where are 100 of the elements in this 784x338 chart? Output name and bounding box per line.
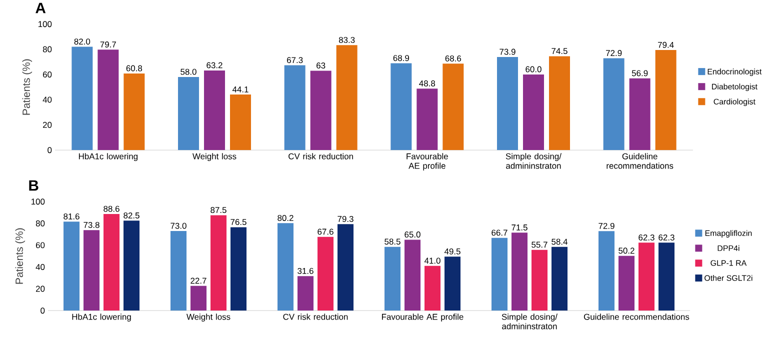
bar — [603, 58, 624, 150]
data-label: 83.3 — [338, 36, 355, 43]
y-tick-label: 60 — [36, 242, 45, 248]
data-label: 79.7 — [100, 41, 116, 48]
data-label: 67.6 — [318, 228, 334, 235]
bar — [318, 236, 334, 311]
bar — [72, 46, 93, 150]
bar — [618, 256, 635, 311]
y-axis-title: Patients (%) — [15, 228, 26, 284]
bar — [124, 220, 140, 311]
data-label: 60.8 — [126, 65, 142, 72]
data-label: 62.3 — [638, 234, 654, 240]
data-label: 88.6 — [104, 206, 120, 212]
chart-title: A — [36, 2, 46, 14]
bar — [424, 266, 441, 311]
y-tick-label: 40 — [36, 264, 45, 270]
bar — [204, 70, 226, 150]
bar — [310, 70, 332, 150]
data-label: 73.0 — [170, 222, 186, 229]
y-tick-label: 0 — [48, 147, 52, 154]
bar — [416, 88, 438, 150]
bar — [230, 227, 247, 311]
data-label: 49.5 — [444, 248, 460, 254]
bar — [497, 56, 518, 150]
bar — [390, 63, 412, 150]
data-label: 72.9 — [598, 222, 614, 229]
bar — [552, 246, 568, 311]
bar — [64, 222, 80, 311]
y-tick-label: 80 — [36, 220, 45, 226]
data-label: 63 — [316, 62, 326, 68]
data-label: 72.9 — [606, 50, 622, 56]
data-label: 79.3 — [338, 216, 354, 222]
bar — [178, 76, 200, 150]
x-tick-label: Guideline recommendations — [584, 314, 690, 320]
data-label: 55.7 — [532, 242, 548, 248]
bar — [210, 215, 227, 311]
x-tick-label: HbA1c lowering — [78, 153, 138, 161]
y-tick-label: 100 — [38, 21, 52, 28]
data-label: 44.1 — [232, 86, 248, 92]
data-label: 60.0 — [526, 66, 542, 72]
data-label: 80.2 — [278, 214, 294, 221]
bar — [230, 94, 252, 150]
data-label: 87.5 — [210, 206, 226, 213]
bar — [84, 230, 100, 311]
x-tick-label: Favourable AE profile — [382, 314, 464, 322]
bar — [170, 230, 187, 311]
data-label: 63.2 — [206, 62, 222, 68]
data-label: 73.9 — [500, 48, 516, 55]
chart-title: B — [29, 180, 38, 191]
x-tick-label: Weight loss — [186, 314, 230, 322]
data-label: 67.3 — [287, 57, 303, 64]
data-label: 62.3 — [658, 234, 674, 240]
data-label: 68.9 — [393, 55, 410, 62]
data-label: 66.7 — [492, 230, 508, 236]
data-label: 58.4 — [552, 238, 568, 245]
y-tick-label: 20 — [36, 286, 45, 292]
bar — [523, 74, 544, 150]
data-label: 79.4 — [658, 42, 674, 48]
y-tick-label: 80 — [42, 46, 52, 52]
x-tick-label: Guideline recommendations — [606, 153, 674, 169]
bar — [98, 50, 119, 150]
x-tick-label: Simple dosing/ admininstraton — [502, 314, 558, 330]
data-label: 73.8 — [84, 222, 100, 228]
data-label: 31.6 — [298, 268, 314, 274]
data-label: 82.0 — [74, 38, 90, 45]
bar — [104, 214, 120, 311]
bar — [384, 246, 401, 311]
bar — [298, 276, 314, 311]
x-tick-label: Favourable AE profile — [406, 153, 448, 170]
bar — [338, 224, 354, 311]
x-tick-label: Weight loss — [192, 153, 236, 161]
x-tick-label: CV risk reduction — [283, 314, 348, 320]
y-tick-label: 20 — [42, 122, 52, 128]
bar — [190, 286, 207, 311]
bar — [532, 250, 548, 311]
data-label: 68.6 — [445, 55, 462, 62]
y-axis-title: Patients (%) — [22, 59, 32, 115]
bar — [512, 232, 528, 311]
data-label: 76.5 — [230, 218, 246, 225]
data-label: 81.6 — [64, 213, 80, 220]
bar — [336, 45, 358, 150]
bar — [278, 223, 294, 311]
data-label: 58.0 — [180, 68, 196, 75]
bar — [549, 56, 570, 150]
data-label: 65.0 — [404, 232, 420, 238]
x-tick-label: HbA1c lowering — [72, 314, 131, 322]
data-label: 82.5 — [124, 212, 140, 218]
data-label: 56.9 — [632, 70, 648, 76]
bar — [658, 242, 675, 311]
bar — [284, 65, 306, 150]
bar — [598, 231, 615, 311]
bar — [638, 242, 655, 311]
data-label: 22.7 — [190, 278, 206, 284]
x-tick-label: CV risk reduction — [288, 153, 353, 160]
y-tick-label: 60 — [43, 71, 52, 78]
bar — [655, 50, 676, 150]
bar — [442, 64, 464, 150]
data-label: 74.5 — [552, 48, 568, 54]
data-label: 50.2 — [618, 248, 634, 254]
y-tick-label: 40 — [42, 96, 52, 103]
